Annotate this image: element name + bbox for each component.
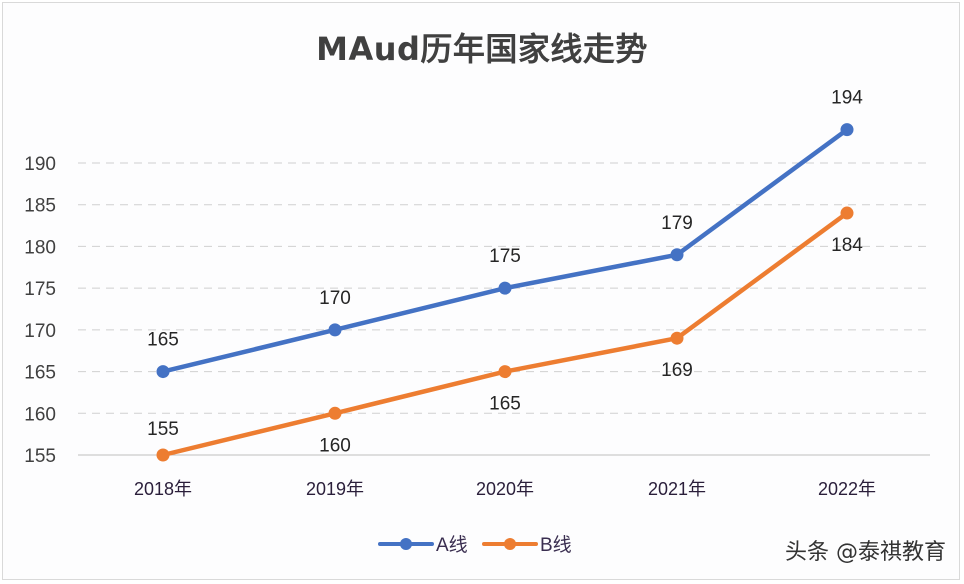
data-point-marker[interactable] — [328, 323, 342, 337]
legend-item-a[interactable]: A线 — [378, 534, 468, 556]
legend: A线 B线 — [378, 534, 572, 556]
data-label: 155 — [147, 419, 179, 440]
data-label: 160 — [319, 435, 351, 456]
y-tick-label: 175 — [24, 279, 56, 300]
y-tick-label: 185 — [24, 196, 56, 217]
y-tick-label: 170 — [24, 321, 56, 342]
y-tick-label: 160 — [24, 404, 56, 425]
chart-title: MAud历年国家线走势 — [316, 30, 648, 68]
legend-item-b[interactable]: B线 — [482, 534, 572, 556]
data-label: 179 — [661, 213, 693, 234]
data-label: 169 — [661, 360, 693, 381]
data-point-marker[interactable] — [498, 365, 512, 379]
data-label: 165 — [147, 330, 179, 351]
data-label: 194 — [831, 88, 863, 109]
legend-b-label: B线 — [540, 534, 572, 556]
x-tick-label: 2022年 — [818, 479, 876, 499]
y-tick-label: 155 — [24, 446, 56, 467]
x-axis-ticks: 2018年 2019年 2020年 2021年 2022年 — [134, 479, 876, 499]
data-point-marker[interactable] — [840, 206, 854, 220]
y-axis-ticks: 155 160 165 170 175 180 185 190 — [24, 154, 56, 467]
data-point-marker[interactable] — [156, 448, 170, 462]
legend-b-marker-icon — [504, 538, 516, 550]
legend-a-label: A线 — [436, 534, 468, 556]
x-tick-label: 2021年 — [648, 479, 706, 499]
data-label: 184 — [831, 235, 863, 256]
data-point-marker[interactable] — [840, 123, 854, 137]
gridlines — [78, 162, 930, 456]
x-tick-label: 2019年 — [306, 479, 364, 499]
data-label: 165 — [489, 394, 521, 415]
data-point-marker[interactable] — [670, 248, 684, 262]
data-series — [156, 123, 854, 462]
legend-a-marker-icon — [400, 538, 412, 550]
data-label: 170 — [319, 288, 351, 309]
data-labels: 165 170 175 179 194 155 160 165 169 184 — [147, 88, 863, 457]
data-point-marker[interactable] — [670, 331, 684, 345]
data-label: 175 — [489, 246, 521, 267]
y-tick-label: 180 — [24, 237, 56, 258]
data-point-marker[interactable] — [498, 281, 512, 295]
data-point-marker[interactable] — [328, 406, 342, 420]
y-tick-label: 190 — [24, 154, 56, 175]
x-tick-label: 2018年 — [134, 479, 192, 499]
data-point-marker[interactable] — [156, 365, 170, 379]
x-tick-label: 2020年 — [476, 479, 534, 499]
y-tick-label: 165 — [24, 363, 56, 384]
watermark: 头条 @泰祺教育 — [785, 540, 946, 565]
